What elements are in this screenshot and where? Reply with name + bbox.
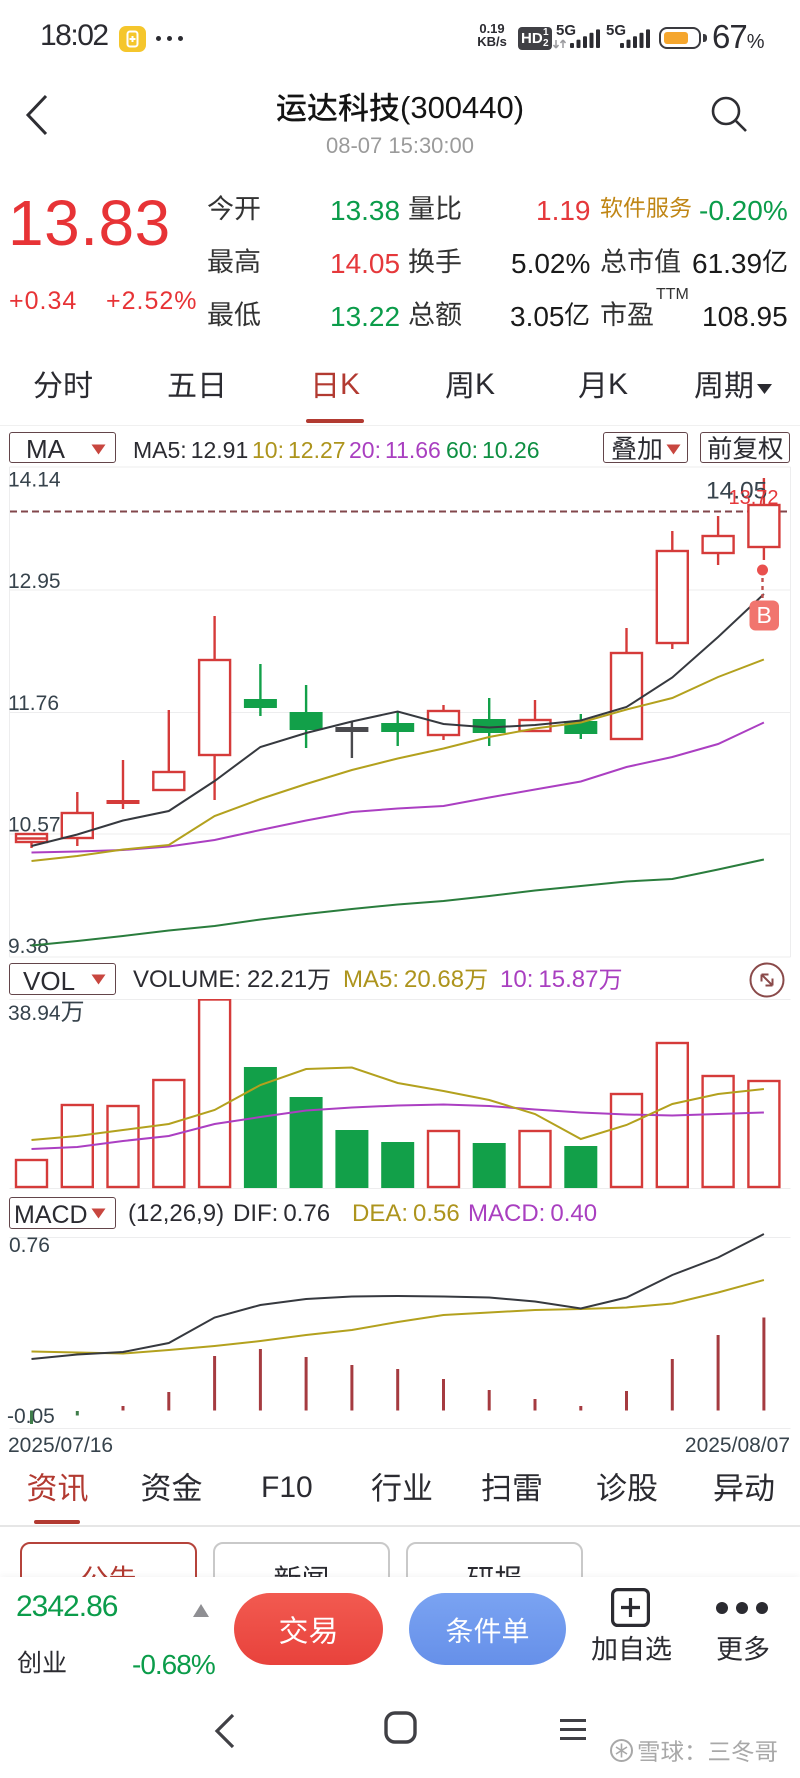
svg-text:11.76: 11.76: [8, 692, 59, 715]
svg-text:B: B: [757, 602, 772, 628]
svg-text:2025/07/16: 2025/07/16: [8, 1434, 113, 1457]
svg-text:12.95: 12.95: [8, 570, 61, 593]
svg-text:14.05: 14.05: [706, 478, 767, 505]
svg-text:13.72: 13.72: [729, 487, 779, 509]
svg-text:0.76: 0.76: [9, 1234, 50, 1257]
svg-text:9.38: 9.38: [8, 935, 49, 958]
svg-text:14.14: 14.14: [8, 469, 61, 492]
svg-text:10.57: 10.57: [8, 814, 61, 837]
svg-text:38.94: 38.94: [8, 1002, 61, 1025]
svg-text:2025/08/07: 2025/08/07: [685, 1434, 790, 1457]
